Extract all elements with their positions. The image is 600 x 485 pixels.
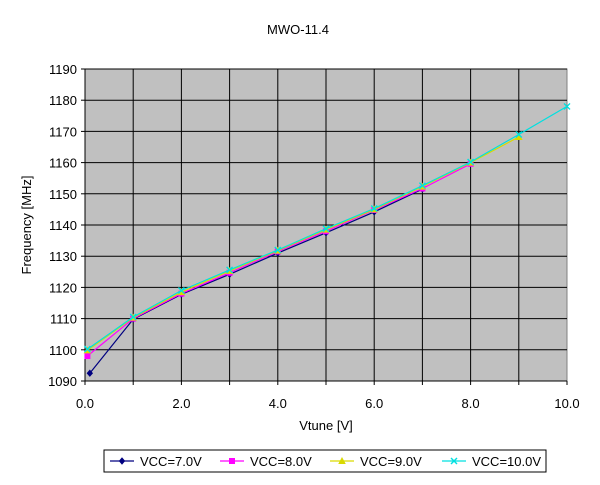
legend-label: VCC=7.0V (140, 454, 202, 469)
legend-item: VCC=7.0V (110, 454, 202, 469)
data-point (177, 287, 185, 295)
data-point (83, 345, 91, 353)
legend-label: VCC=8.0V (250, 454, 312, 469)
data-point (370, 204, 378, 212)
legend-item: VCC=10.0V (442, 454, 541, 469)
x-marker-stroke (322, 225, 330, 233)
legend: VCC=7.0V VCC=8.0V VCC=9.0V VCC=10.0V (103, 449, 547, 473)
x-marker-stroke (226, 266, 234, 274)
x-marker-stroke (83, 345, 91, 353)
y-tick-label: 1140 (49, 218, 77, 233)
legend-marker (338, 457, 346, 464)
gridlines (85, 68, 567, 381)
x-marker-stroke (370, 204, 378, 212)
x-marker-stroke (515, 131, 523, 139)
data-point (274, 246, 282, 254)
legend-marker (450, 457, 458, 465)
data-point (86, 369, 94, 377)
data-point (129, 313, 137, 321)
series-3 (83, 102, 571, 353)
legend-label: VCC=9.0V (360, 454, 422, 469)
x-marker-stroke (418, 182, 426, 190)
y-tick-label: 1160 (49, 156, 77, 171)
data-point (515, 133, 523, 141)
x-marker-stroke (129, 313, 137, 321)
data-point (515, 131, 523, 139)
y-tick-label: 1110 (50, 312, 77, 327)
x-tick-label: 2.0 (172, 396, 190, 411)
data-point (226, 266, 234, 274)
y-axis-label: Frequency [MHz] (19, 176, 34, 275)
legend-marker (118, 457, 126, 465)
legend-item: VCC=8.0V (220, 454, 312, 469)
legend-label: VCC=10.0V (472, 454, 541, 469)
data-point (418, 182, 426, 190)
x-tick-label: 6.0 (365, 396, 383, 411)
axes: 1090 1100 1110 1120 1130 1140 1150 1160 1170 1180… (48, 62, 580, 411)
x-tick-label: 8.0 (462, 396, 480, 411)
y-tick-label: 1120 (49, 280, 77, 295)
y-tick-label: 1130 (49, 249, 77, 264)
y-tick-label: 1180 (49, 93, 77, 108)
data-point (563, 102, 571, 110)
x-marker-stroke (177, 287, 185, 295)
legend-item: VCC=9.0V (330, 454, 422, 469)
data-point (322, 225, 330, 233)
x-tick-label: 10.0 (554, 396, 579, 411)
x-marker-stroke (563, 102, 571, 110)
x-marker-stroke (274, 246, 282, 254)
y-tick-label: 1150 (49, 187, 77, 202)
y-tick-label: 1190 (49, 62, 77, 77)
x-axis-label: Vtune [V] (299, 418, 352, 433)
x-marker-stroke (467, 158, 475, 166)
data-point (467, 158, 475, 166)
y-tick-label: 1100 (49, 343, 77, 358)
series-line (87, 136, 520, 351)
x-tick-label: 0.0 (76, 396, 94, 411)
chart-title: MWO-11.4 (267, 22, 329, 37)
legend-box (103, 449, 547, 473)
data-point (84, 353, 91, 360)
y-tick-label: 1090 (48, 374, 77, 389)
legend-marker (229, 458, 235, 464)
y-tick-label: 1170 (49, 124, 77, 139)
x-marker-stroke (450, 457, 458, 465)
series-layer (83, 102, 571, 377)
x-tick-label: 4.0 (269, 396, 287, 411)
